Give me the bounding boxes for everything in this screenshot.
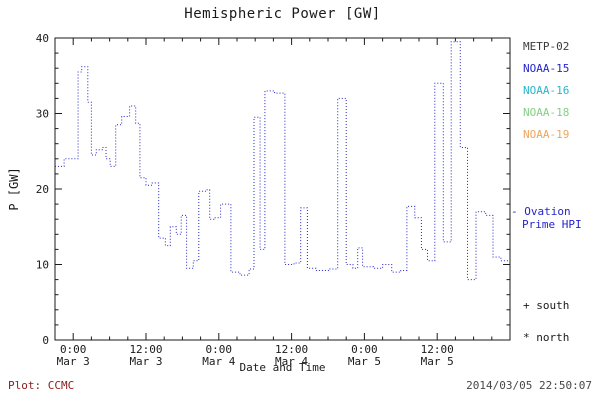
chart-title: Hemispheric Power [GW] xyxy=(184,6,381,22)
y-tick-label: 0 xyxy=(42,334,49,347)
plot-frame xyxy=(54,37,511,341)
y-tick-label: 20 xyxy=(36,183,49,196)
legend-item-metp-02: METP-02 xyxy=(523,40,570,53)
x-tick-date-label: Mar 3 xyxy=(129,355,162,368)
south-marker-key: + south xyxy=(523,299,570,312)
y-tick-label: 10 xyxy=(36,259,49,272)
ovation-prime-hpi-label: - Ovation Prime HPI xyxy=(511,205,582,231)
x-tick-time-label: 0:00 xyxy=(60,343,87,356)
legend-item-noaa-19: NOAA-19 xyxy=(523,128,570,141)
x-tick-time-label: 12:00 xyxy=(421,343,454,356)
x-tick-time-label: 12:00 xyxy=(129,343,162,356)
x-tick-date-label: Mar 4 xyxy=(275,355,308,368)
legend-item-noaa-16: NOAA-16 xyxy=(523,84,570,97)
generation-timestamp: 2014/03/05 22:50:07 xyxy=(466,379,592,392)
legend-item-noaa-15: NOAA-15 xyxy=(523,62,570,75)
x-tick-time-label: 12:00 xyxy=(275,343,308,356)
x-axis-label: Date and Time xyxy=(239,361,326,374)
hemispheric-power-step-line xyxy=(55,41,510,281)
x-tick-date-label: Mar 3 xyxy=(57,355,90,368)
north-marker-key: * north xyxy=(523,331,570,344)
x-tick-time-label: 0:00 xyxy=(351,343,378,356)
ovation-label-line2: Prime HPI xyxy=(522,218,582,231)
plot-credit: Plot: CCMC xyxy=(8,379,75,392)
legend-item-noaa-18: NOAA-18 xyxy=(523,106,570,119)
satellite-legend: METP-02 NOAA-15 NOAA-16 NOAA-18 NOAA-19 xyxy=(523,36,569,146)
x-tick-date-label: Mar 5 xyxy=(348,355,381,368)
x-tick-time-label: 0:00 xyxy=(206,343,233,356)
x-tick-date-label: Mar 5 xyxy=(421,355,454,368)
y-tick-label: 40 xyxy=(36,32,49,45)
ovation-label-line1: - Ovation xyxy=(511,205,571,218)
y-tick-label: 30 xyxy=(36,108,49,121)
x-tick-date-label: Mar 4 xyxy=(202,355,235,368)
